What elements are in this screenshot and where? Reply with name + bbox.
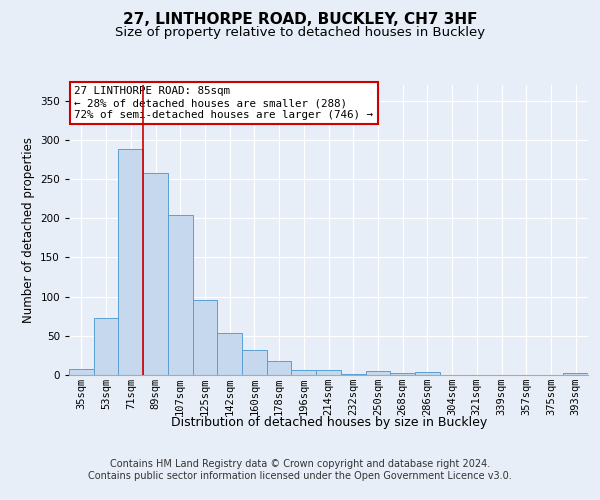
Y-axis label: Number of detached properties: Number of detached properties	[22, 137, 35, 323]
Text: 27 LINTHORPE ROAD: 85sqm
← 28% of detached houses are smaller (288)
72% of semi-: 27 LINTHORPE ROAD: 85sqm ← 28% of detach…	[74, 86, 373, 120]
Bar	[217, 334, 242, 375]
Bar	[365, 371, 390, 375]
Bar	[341, 374, 365, 375]
Text: 27, LINTHORPE ROAD, BUCKLEY, CH7 3HF: 27, LINTHORPE ROAD, BUCKLEY, CH7 3HF	[123, 12, 477, 28]
Text: Size of property relative to detached houses in Buckley: Size of property relative to detached ho…	[115, 26, 485, 39]
Bar	[267, 361, 292, 375]
Text: Contains public sector information licensed under the Open Government Licence v3: Contains public sector information licen…	[88, 471, 512, 481]
Bar	[415, 372, 440, 375]
Bar	[390, 372, 415, 375]
Bar	[292, 370, 316, 375]
Bar	[316, 370, 341, 375]
Bar	[563, 372, 588, 375]
Bar	[143, 173, 168, 375]
Bar	[168, 215, 193, 375]
Bar	[242, 350, 267, 375]
Text: Distribution of detached houses by size in Buckley: Distribution of detached houses by size …	[170, 416, 487, 429]
Bar	[193, 300, 217, 375]
Bar	[69, 368, 94, 375]
Bar	[118, 150, 143, 375]
Bar	[94, 318, 118, 375]
Text: Contains HM Land Registry data © Crown copyright and database right 2024.: Contains HM Land Registry data © Crown c…	[110, 459, 490, 469]
